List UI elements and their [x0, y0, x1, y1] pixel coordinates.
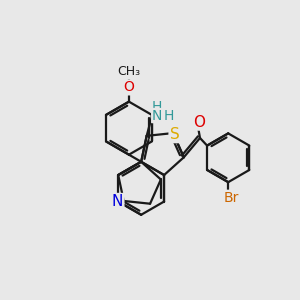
Text: N: N	[112, 194, 123, 209]
Text: H: H	[164, 109, 174, 123]
Text: O: O	[124, 80, 134, 94]
Text: Br: Br	[224, 191, 239, 205]
Text: O: O	[193, 115, 205, 130]
Text: H: H	[152, 100, 162, 114]
Text: S: S	[169, 127, 179, 142]
Text: CH₃: CH₃	[117, 65, 140, 78]
Text: N: N	[152, 109, 162, 123]
